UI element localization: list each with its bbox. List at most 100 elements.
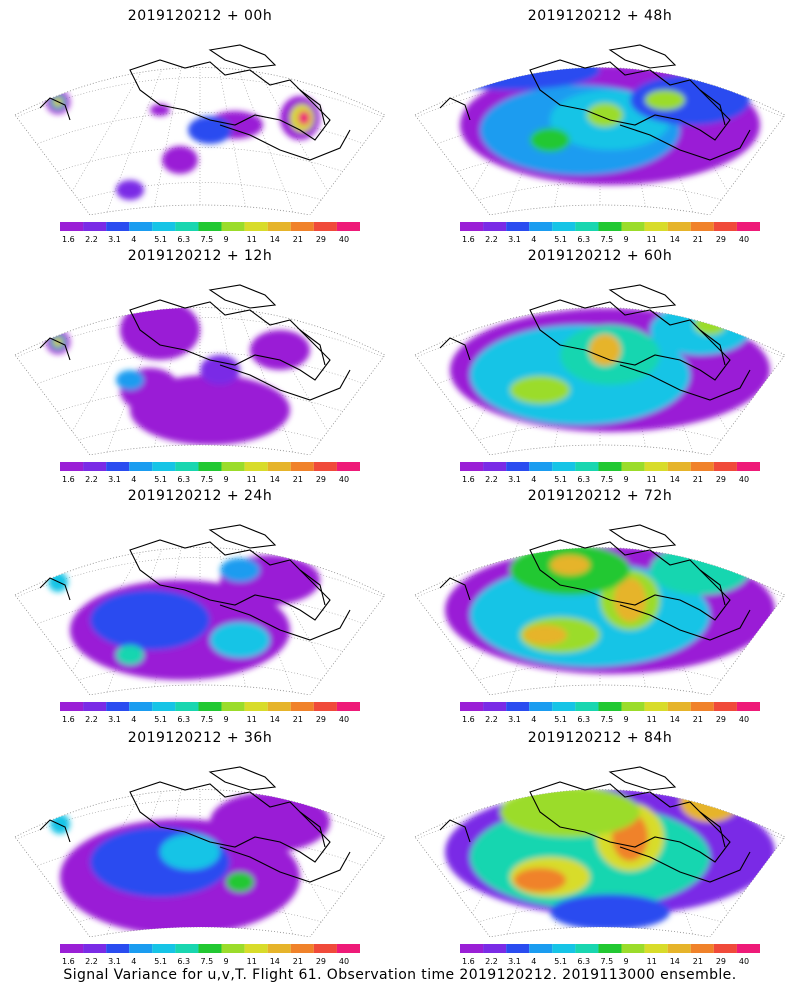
colorbar-swatch bbox=[313, 702, 337, 711]
colorbar-label: 5.1 bbox=[554, 957, 567, 966]
colorbar-swatch bbox=[529, 944, 553, 953]
colorbar-label: 9 bbox=[624, 715, 629, 724]
colorbar-label: 4 bbox=[531, 957, 536, 966]
colorbar-swatch bbox=[483, 462, 507, 471]
variance-contour bbox=[200, 355, 240, 385]
colorbar-label: 29 bbox=[716, 235, 726, 244]
variance-field bbox=[445, 547, 775, 674]
colorbar-label: 5.1 bbox=[154, 475, 167, 484]
colorbar-swatch bbox=[598, 222, 622, 231]
colorbar-label: 1.6 bbox=[462, 957, 475, 966]
colorbar-swatch bbox=[575, 222, 599, 231]
colorbar-label: 1.6 bbox=[462, 475, 475, 484]
colorbar-swatch bbox=[667, 222, 691, 231]
figure-caption: Signal Variance for u,v,T. Flight 61. Ob… bbox=[63, 967, 737, 983]
colorbar-label: 6.3 bbox=[577, 475, 590, 484]
colorbar-label: 40 bbox=[339, 715, 349, 724]
colorbar: 1.6 2.2 3.1 4 5.1 6.3 7.5 9 11 14 21 29 40 bbox=[460, 222, 760, 244]
colorbar-swatch bbox=[736, 944, 760, 953]
coastline bbox=[439, 819, 471, 843]
coastline bbox=[699, 811, 726, 848]
map-plot bbox=[414, 44, 786, 215]
colorbar-label: 7.5 bbox=[600, 715, 613, 724]
variance-contour bbox=[420, 67, 600, 90]
map-plot bbox=[14, 284, 386, 455]
colorbar-swatch bbox=[60, 222, 84, 231]
colorbar-label: 9 bbox=[224, 715, 229, 724]
colorbar-label: 3.1 bbox=[508, 957, 521, 966]
colorbar-swatch bbox=[198, 944, 222, 953]
colorbar-label: 4 bbox=[131, 475, 136, 484]
colorbar-swatch bbox=[736, 222, 760, 231]
variance-contour bbox=[116, 370, 144, 390]
variance-contour bbox=[298, 111, 310, 125]
colorbar-swatch bbox=[83, 944, 107, 953]
coastline bbox=[219, 364, 351, 401]
colorbar-label: 6.3 bbox=[177, 715, 190, 724]
colorbar-swatch bbox=[106, 702, 130, 711]
variance-field bbox=[445, 789, 775, 930]
coastline bbox=[529, 781, 731, 863]
colorbar-swatch bbox=[221, 462, 245, 471]
colorbar: 1.6 2.2 3.1 4 5.1 6.3 7.5 9 11 14 21 29 40 bbox=[460, 702, 760, 724]
colorbar-swatch bbox=[221, 944, 245, 953]
coastline bbox=[219, 124, 351, 161]
variance-field bbox=[50, 792, 330, 935]
colorbar-swatch bbox=[290, 462, 314, 471]
colorbar-swatch bbox=[506, 702, 530, 711]
colorbar-swatch bbox=[690, 462, 714, 471]
colorbar-swatch bbox=[644, 944, 668, 953]
colorbar-swatch bbox=[713, 944, 737, 953]
coastline bbox=[619, 124, 751, 161]
coastline bbox=[608, 524, 677, 549]
colorbar-label: 1.6 bbox=[62, 475, 75, 484]
colorbar-label: 11 bbox=[247, 475, 257, 484]
colorbar-label: 40 bbox=[739, 475, 749, 484]
colorbar-label: 11 bbox=[247, 235, 257, 244]
panel-title: 2019120212 + 00h bbox=[127, 8, 273, 24]
colorbar-label: 40 bbox=[339, 475, 349, 484]
colorbar-swatch bbox=[460, 944, 484, 953]
coastline bbox=[529, 299, 731, 381]
colorbar-swatch bbox=[83, 462, 107, 471]
colorbar-label: 2.2 bbox=[85, 715, 98, 724]
map-plot bbox=[414, 524, 786, 695]
colorbar-label: 5.1 bbox=[154, 235, 167, 244]
colorbar-label: 6.3 bbox=[177, 957, 190, 966]
variance-contour bbox=[220, 558, 260, 582]
colorbar-label: 1.6 bbox=[62, 715, 75, 724]
variance-field bbox=[450, 307, 770, 432]
colorbar-swatch bbox=[460, 702, 484, 711]
colorbar-swatch bbox=[129, 222, 153, 231]
colorbar-label: 6.3 bbox=[577, 235, 590, 244]
colorbar-swatch bbox=[506, 944, 530, 953]
colorbar-label: 21 bbox=[293, 475, 303, 484]
colorbar-swatch bbox=[529, 222, 553, 231]
coastline bbox=[39, 819, 71, 843]
coastline bbox=[619, 364, 751, 401]
colorbar-label: 14 bbox=[670, 957, 680, 966]
colorbar-swatch bbox=[198, 702, 222, 711]
colorbar: 1.6 2.2 3.1 4 5.1 6.3 7.5 9 11 14 21 29 40 bbox=[460, 462, 760, 484]
colorbar-label: 21 bbox=[293, 715, 303, 724]
colorbar-swatch bbox=[336, 222, 360, 231]
colorbar-label: 29 bbox=[316, 957, 326, 966]
colorbar-swatch bbox=[198, 222, 222, 231]
panel-12h: 2019120212 + 12h 1.6 2.2 3.1 4 5.1 6.3 7.5 9 11 1… bbox=[0, 240, 400, 485]
colorbar-label: 2.2 bbox=[85, 957, 98, 966]
coastline bbox=[208, 524, 277, 549]
coastline bbox=[699, 569, 726, 606]
colorbar-swatch bbox=[575, 462, 599, 471]
colorbar-label: 11 bbox=[647, 475, 657, 484]
colorbar-label: 4 bbox=[531, 475, 536, 484]
variance-contour bbox=[210, 622, 270, 658]
colorbar-swatch bbox=[244, 462, 268, 471]
colorbar-label: 14 bbox=[670, 235, 680, 244]
colorbar-label: 29 bbox=[316, 235, 326, 244]
panel-title: 2019120212 + 36h bbox=[127, 730, 273, 746]
colorbar: 1.6 2.2 3.1 4 5.1 6.3 7.5 9 11 14 21 29 40 bbox=[60, 222, 360, 244]
colorbar-swatch bbox=[83, 702, 107, 711]
colorbar-swatch bbox=[598, 944, 622, 953]
colorbar-swatch bbox=[644, 702, 668, 711]
domain-outline bbox=[14, 307, 386, 455]
